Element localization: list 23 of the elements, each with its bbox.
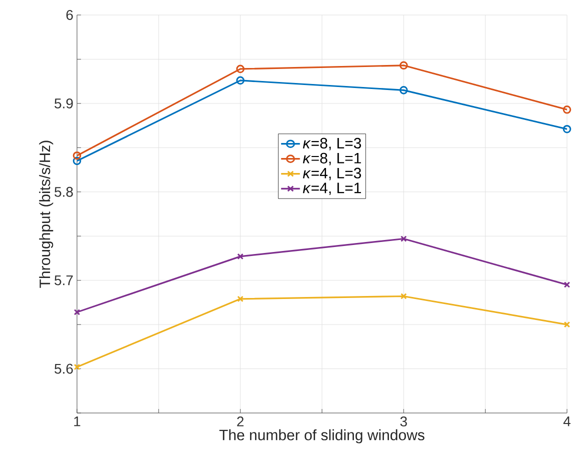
legend-label: κ=4, L=1 [302,182,361,196]
y-tick-label: 6 [66,10,73,20]
point [236,64,244,74]
point [400,61,408,70]
legend-label: κ=4, L=3 [302,168,362,180]
legend-label: κ=8, L=3 [302,138,362,150]
x-tick-label: 1 [74,416,80,426]
y-tick-label: 5.8 [54,186,73,197]
y-tick-label: 5.7 [54,275,73,286]
y-tick-label: 5.9 [54,98,73,108]
point [400,86,408,94]
y-axis-title: Throughput (bits/s/Hz) [39,140,54,288]
point [237,253,244,260]
x-tick-label: 2 [237,416,244,426]
x-tick-label: 4 [563,416,570,426]
y-tick-label: 5.6 [54,364,73,374]
point [400,236,407,242]
point [237,296,244,302]
point [236,76,244,85]
point [400,293,407,300]
x-axis-title: The number of sliding windows [219,429,424,444]
legend-label: κ=8, L=1 [302,152,361,166]
x-tick-label: 3 [400,416,407,426]
